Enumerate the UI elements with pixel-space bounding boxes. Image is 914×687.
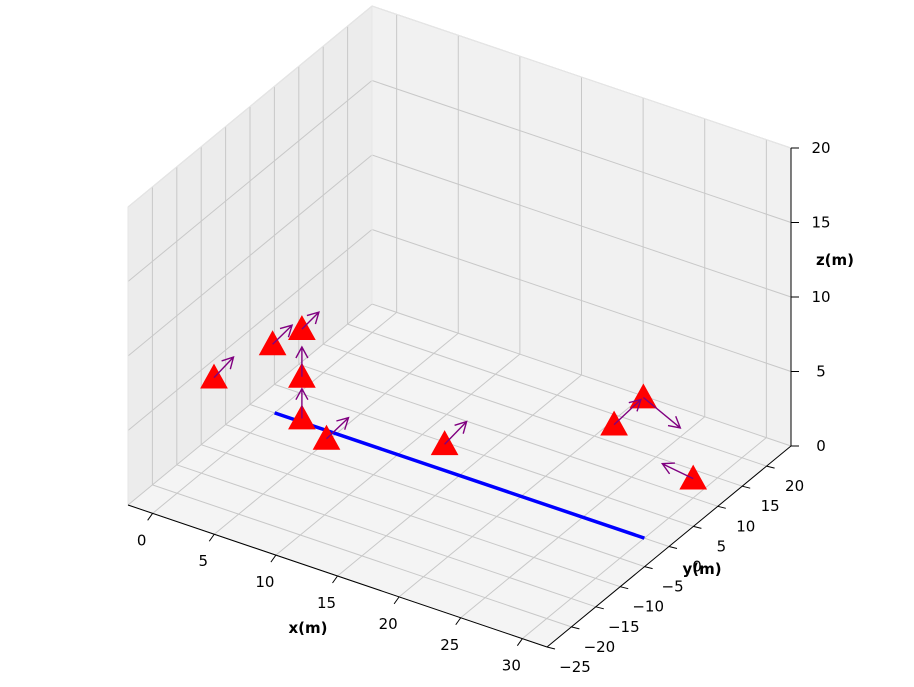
direction-arrow (642, 396, 682, 429)
pane-edge (371, 5, 792, 149)
x-tick-mark (332, 575, 338, 584)
y-tick-mark (571, 626, 580, 630)
y-tick-label: −15 (608, 618, 640, 636)
line-series (274, 411, 645, 540)
x-tick-label: 25 (440, 636, 459, 654)
x-tick-mark (270, 554, 277, 563)
x-tick-label: 15 (317, 594, 336, 612)
grid-line-z (127, 80, 373, 282)
y-tick-mark (595, 606, 604, 610)
grid-line-z (127, 154, 373, 357)
grid-line-y (298, 363, 718, 507)
grid-line-z (371, 229, 792, 372)
x-tick-mark (455, 617, 462, 626)
marker-point (200, 363, 228, 389)
tick-marks (147, 147, 799, 650)
y-tick-mark (546, 646, 556, 650)
y-tick-label: 0 (692, 558, 702, 576)
grid-line-y (176, 464, 596, 608)
y-tick-label: 15 (761, 497, 780, 515)
y-tick-label: 10 (736, 517, 755, 535)
y-tick-label: 5 (717, 537, 727, 555)
y-tick-mark (717, 505, 726, 509)
direction-arrow (301, 311, 320, 330)
grid-line-y (274, 383, 694, 527)
direction-arrow (326, 416, 350, 440)
z-tick-label: 10 (811, 288, 830, 306)
marker-point (258, 330, 287, 356)
marker-point (288, 315, 316, 340)
y-axis-label: y(m) (682, 560, 721, 578)
x-tick-mark (393, 596, 400, 605)
y-tick-mark (668, 546, 678, 549)
z-tick-label: 15 (811, 214, 830, 232)
y-tick-label: −25 (559, 658, 591, 676)
grid-line-z (127, 229, 373, 431)
y-tick-label: 20 (785, 477, 804, 495)
z-tick-label: 5 (816, 363, 826, 381)
z-tick-label: 20 (811, 139, 830, 157)
y-tick-mark (766, 465, 775, 469)
grid-line-z (371, 154, 792, 298)
direction-arrow (613, 398, 642, 426)
axes-panes (128, 6, 791, 647)
marker-point (679, 464, 708, 490)
z-axis-label: z(m) (816, 251, 854, 269)
grid-line-y (347, 323, 767, 467)
direction-arrow (660, 462, 694, 480)
y-tick-mark (693, 525, 702, 529)
y-tick-label: −5 (662, 578, 684, 596)
x-axis-label: x(m) (288, 619, 327, 637)
direction-arrow (272, 324, 294, 345)
marker-point (430, 430, 459, 456)
z-tick-label: 0 (816, 437, 826, 455)
pane-edge (127, 5, 373, 208)
y-tick-mark (742, 485, 751, 489)
x-tick-mark (516, 638, 523, 646)
y-tick-label: −10 (632, 598, 664, 616)
direction-arrow (295, 387, 309, 419)
x-tick-mark (147, 513, 154, 521)
y-tick-mark (644, 566, 653, 570)
direction-arrow (213, 356, 235, 379)
y-tick-mark (620, 586, 629, 590)
direction-arrow (295, 345, 309, 377)
grid-line-z (371, 80, 792, 223)
grid-line-y (201, 444, 621, 588)
x-tick-label: 30 (502, 657, 521, 675)
grid-line-y (225, 424, 645, 568)
y-tick-label: −20 (584, 638, 616, 656)
x-tick-label: 20 (379, 615, 398, 633)
marker-point (312, 424, 341, 450)
direction-arrow (444, 420, 468, 445)
data-series (200, 311, 708, 540)
x-tick-label: 10 (255, 573, 274, 591)
marker-point (600, 410, 628, 436)
grid-line-y (152, 484, 572, 628)
grid-line-z (127, 303, 373, 506)
grid-line-z (371, 303, 792, 447)
x-tick-mark (208, 533, 215, 542)
x-tick-label: 0 (137, 531, 147, 549)
x-tick-label: 5 (198, 552, 208, 570)
